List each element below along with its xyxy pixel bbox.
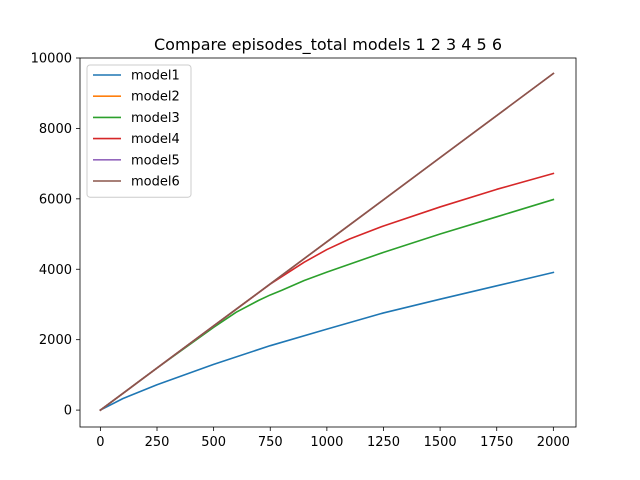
- axes-frame: [79, 57, 577, 428]
- x-tick-label: 1250: [367, 435, 400, 450]
- legend-label: model2: [131, 90, 180, 105]
- legend-label: model6: [131, 175, 180, 190]
- x-tick-label: 250: [145, 435, 170, 450]
- x-tick-label: 0: [96, 435, 104, 450]
- series-line-model3: [99, 198, 555, 412]
- chart-title: Compare episodes_total models 1 2 3 4 5 …: [154, 35, 502, 55]
- legend-label: model4: [131, 132, 180, 147]
- x-tick-label: 1500: [424, 435, 457, 450]
- y-tick-label: 10000: [31, 52, 72, 67]
- legend: model1 model2 model3 model4 model5 model6: [86, 64, 192, 198]
- x-tick-label: 2000: [537, 435, 570, 450]
- x-tick-label: 750: [258, 435, 283, 450]
- series-line-model6: [99, 72, 555, 412]
- legend-label: model3: [131, 111, 180, 126]
- y-tick-label: 6000: [39, 192, 72, 207]
- plot-area: 0 250 500 750 1000 1250 1500 1750 2000 0 2000 4000 6…: [31, 52, 577, 450]
- x-tick-label: 1000: [310, 435, 343, 450]
- legend-box: [86, 64, 192, 198]
- y-tick-label: 0: [64, 404, 72, 419]
- y-tick-label: 2000: [39, 333, 72, 348]
- legend-label: model5: [131, 153, 180, 168]
- y-tick-label: 8000: [39, 122, 72, 137]
- series-line-model1: [99, 271, 555, 412]
- y-tick-label: 4000: [39, 263, 72, 278]
- x-tick-label: 1750: [480, 435, 513, 450]
- x-tick-label: 500: [201, 435, 226, 450]
- legend-label: model1: [131, 69, 180, 84]
